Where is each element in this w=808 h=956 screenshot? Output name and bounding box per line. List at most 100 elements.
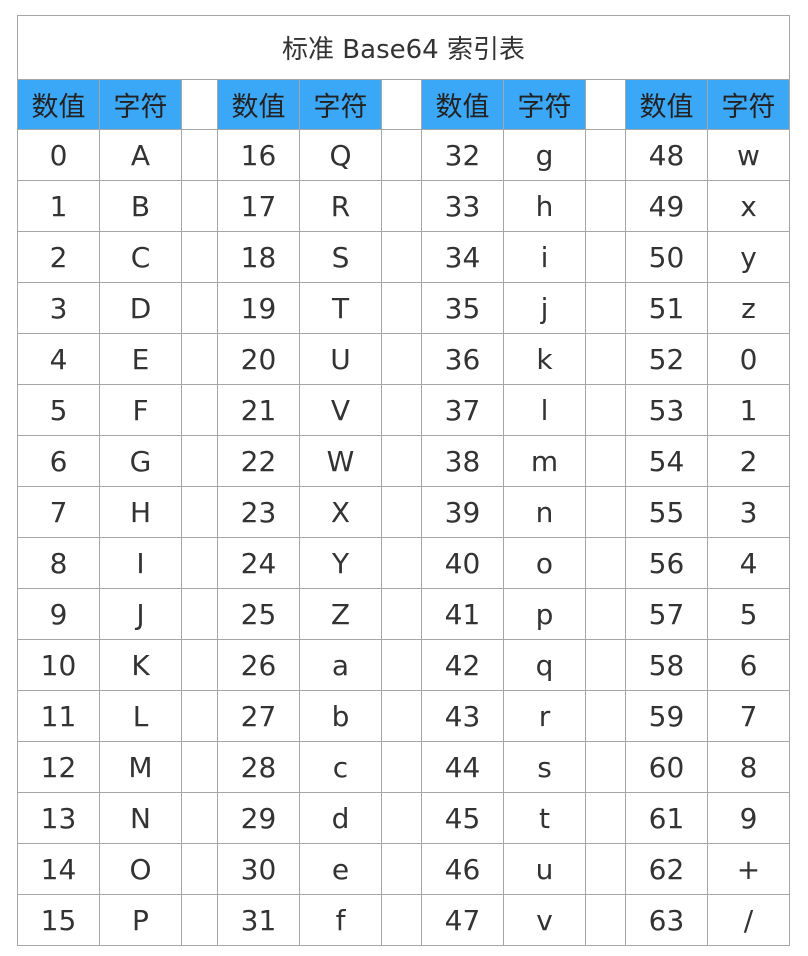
value-cell: 17: [217, 180, 300, 232]
column-spacer: [381, 129, 422, 181]
column-spacer: [585, 639, 626, 691]
column-spacer: [585, 231, 626, 283]
column-spacer: [585, 79, 626, 130]
value-cell: 36: [421, 333, 504, 385]
value-cell: 8: [17, 537, 100, 589]
char-cell: F: [99, 384, 182, 436]
char-cell: M: [99, 741, 182, 793]
value-cell: 53: [625, 384, 708, 436]
value-cell: 49: [625, 180, 708, 232]
value-cell: 39: [421, 486, 504, 538]
char-cell: d: [299, 792, 382, 844]
value-cell: 46: [421, 843, 504, 895]
column-spacer: [381, 333, 422, 385]
column-spacer: [585, 741, 626, 793]
char-cell: U: [299, 333, 382, 385]
char-cell: q: [503, 639, 586, 691]
header-char-col: 字符: [707, 79, 790, 130]
column-spacer: [181, 690, 218, 742]
value-cell: 18: [217, 231, 300, 283]
column-spacer: [181, 894, 218, 946]
value-cell: 62: [625, 843, 708, 895]
column-spacer: [181, 180, 218, 232]
column-spacer: [585, 690, 626, 742]
value-cell: 2: [17, 231, 100, 283]
table-title: 标准 Base64 索引表: [17, 15, 790, 80]
char-cell: S: [299, 231, 382, 283]
char-cell: K: [99, 639, 182, 691]
char-cell: 2: [707, 435, 790, 487]
header-value-col: 数值: [421, 79, 504, 130]
column-spacer: [585, 894, 626, 946]
value-cell: 6: [17, 435, 100, 487]
value-cell: 33: [421, 180, 504, 232]
char-cell: I: [99, 537, 182, 589]
column-spacer: [585, 537, 626, 589]
value-cell: 63: [625, 894, 708, 946]
value-cell: 0: [17, 129, 100, 181]
value-cell: 30: [217, 843, 300, 895]
column-spacer: [585, 792, 626, 844]
table-row: 6 G 22 W 38 m 54 2: [17, 435, 790, 487]
char-cell: t: [503, 792, 586, 844]
char-cell: G: [99, 435, 182, 487]
column-spacer: [381, 690, 422, 742]
column-spacer: [585, 384, 626, 436]
char-cell: 6: [707, 639, 790, 691]
value-cell: 52: [625, 333, 708, 385]
table-row: 10 K 26 a 42 q 58 6: [17, 639, 790, 691]
char-cell: p: [503, 588, 586, 640]
char-cell: 9: [707, 792, 790, 844]
base64-index-table-container: 标准 Base64 索引表 数值 字符 数值 字符 数值 字符 数值 字符 0 A 16 Q 32 g 4…: [17, 15, 790, 946]
char-cell: w: [707, 129, 790, 181]
value-cell: 21: [217, 384, 300, 436]
column-spacer: [381, 894, 422, 946]
value-cell: 5: [17, 384, 100, 436]
char-cell: D: [99, 282, 182, 334]
value-cell: 48: [625, 129, 708, 181]
char-cell: k: [503, 333, 586, 385]
column-spacer: [381, 588, 422, 640]
column-spacer: [585, 435, 626, 487]
char-cell: /: [707, 894, 790, 946]
column-spacer: [381, 79, 422, 130]
value-cell: 54: [625, 435, 708, 487]
value-cell: 61: [625, 792, 708, 844]
char-cell: u: [503, 843, 586, 895]
value-cell: 38: [421, 435, 504, 487]
char-cell: y: [707, 231, 790, 283]
header-row: 数值 字符 数值 字符 数值 字符 数值 字符: [17, 79, 790, 130]
char-cell: X: [299, 486, 382, 538]
column-spacer: [585, 588, 626, 640]
column-spacer: [181, 537, 218, 589]
table-row: 11 L 27 b 43 r 59 7: [17, 690, 790, 742]
base64-index-table: 标准 Base64 索引表 数值 字符 数值 字符 数值 字符 数值 字符 0 A 16 Q 32 g 4…: [17, 15, 790, 946]
value-cell: 11: [17, 690, 100, 742]
char-cell: 0: [707, 333, 790, 385]
char-cell: P: [99, 894, 182, 946]
char-cell: 4: [707, 537, 790, 589]
value-cell: 58: [625, 639, 708, 691]
value-cell: 41: [421, 588, 504, 640]
char-cell: a: [299, 639, 382, 691]
char-cell: z: [707, 282, 790, 334]
value-cell: 43: [421, 690, 504, 742]
value-cell: 47: [421, 894, 504, 946]
column-spacer: [181, 79, 218, 130]
header-char-col: 字符: [99, 79, 182, 130]
column-spacer: [585, 180, 626, 232]
char-cell: L: [99, 690, 182, 742]
char-cell: b: [299, 690, 382, 742]
char-cell: Q: [299, 129, 382, 181]
value-cell: 60: [625, 741, 708, 793]
column-spacer: [381, 384, 422, 436]
table-row: 9 J 25 Z 41 p 57 5: [17, 588, 790, 640]
value-cell: 32: [421, 129, 504, 181]
char-cell: C: [99, 231, 182, 283]
table-row: 14 O 30 e 46 u 62 +: [17, 843, 790, 895]
char-cell: O: [99, 843, 182, 895]
char-cell: 1: [707, 384, 790, 436]
column-spacer: [381, 435, 422, 487]
value-cell: 15: [17, 894, 100, 946]
value-cell: 45: [421, 792, 504, 844]
